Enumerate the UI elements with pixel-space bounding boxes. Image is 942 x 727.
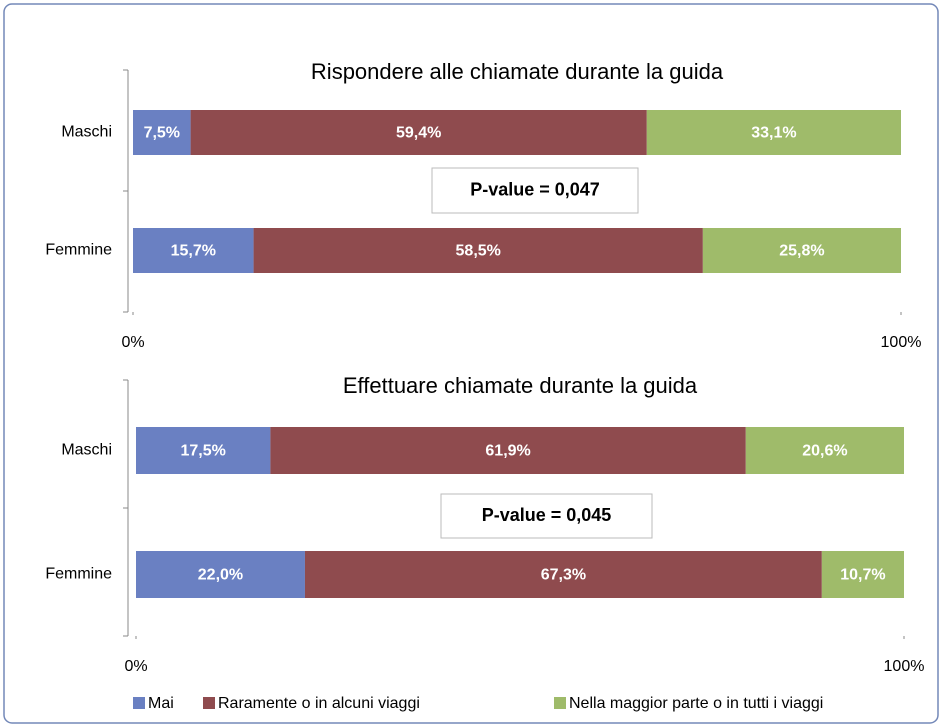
x-tick-label: 0%: [121, 334, 144, 351]
x-tick-label: 100%: [884, 658, 925, 675]
legend-label: Nella maggior parte o in tutti i viaggi: [569, 695, 823, 712]
bar-segment: [304, 551, 822, 598]
bar-segment: [821, 551, 904, 598]
bar-segment: [136, 551, 305, 598]
value-label: 58,5%: [456, 243, 501, 260]
bar-segment: [133, 110, 191, 155]
bar-segment: [133, 228, 254, 273]
value-label: 61,9%: [485, 443, 530, 460]
value-label: 10,7%: [840, 567, 885, 584]
value-label: 20,6%: [802, 443, 847, 460]
value-label: 25,8%: [779, 243, 824, 260]
value-label: 17,5%: [181, 443, 226, 460]
legend-swatch: [133, 697, 145, 709]
x-tick-label: 0%: [124, 658, 147, 675]
x-tick-label: 100%: [881, 334, 922, 351]
legend-swatch: [554, 697, 566, 709]
chart-title: Rispondere alle chiamate durante la guid…: [311, 59, 724, 84]
value-label: 22,0%: [198, 567, 243, 584]
annotation: P-value = 0,047: [470, 179, 600, 199]
bar-segment: [136, 427, 271, 474]
legend-label: Mai: [148, 695, 174, 712]
value-label: 33,1%: [751, 125, 796, 142]
annotation: P-value = 0,045: [482, 505, 612, 525]
category-label: Maschi: [61, 442, 112, 459]
value-label: 7,5%: [144, 125, 180, 142]
bar-segment: [190, 110, 647, 155]
category-label: Femmine: [45, 242, 112, 259]
frame: [3, 3, 939, 724]
legend-label: Raramente o in alcuni viaggi: [218, 695, 420, 712]
value-label: 59,4%: [396, 125, 441, 142]
bar-segment: [253, 228, 703, 273]
bar-segment: [745, 427, 904, 474]
chart-title: Effettuare chiamate durante la guida: [343, 373, 698, 398]
category-label: Maschi: [61, 124, 112, 141]
bar-segment: [270, 427, 746, 474]
annotation-box: [440, 493, 653, 539]
category-label: Femmine: [45, 566, 112, 583]
legend-swatch: [203, 697, 215, 709]
bar-segment: [702, 228, 901, 273]
bar-segment: [646, 110, 901, 155]
value-label: 15,7%: [171, 243, 216, 260]
value-label: 67,3%: [541, 567, 586, 584]
annotation-box: [431, 167, 639, 214]
